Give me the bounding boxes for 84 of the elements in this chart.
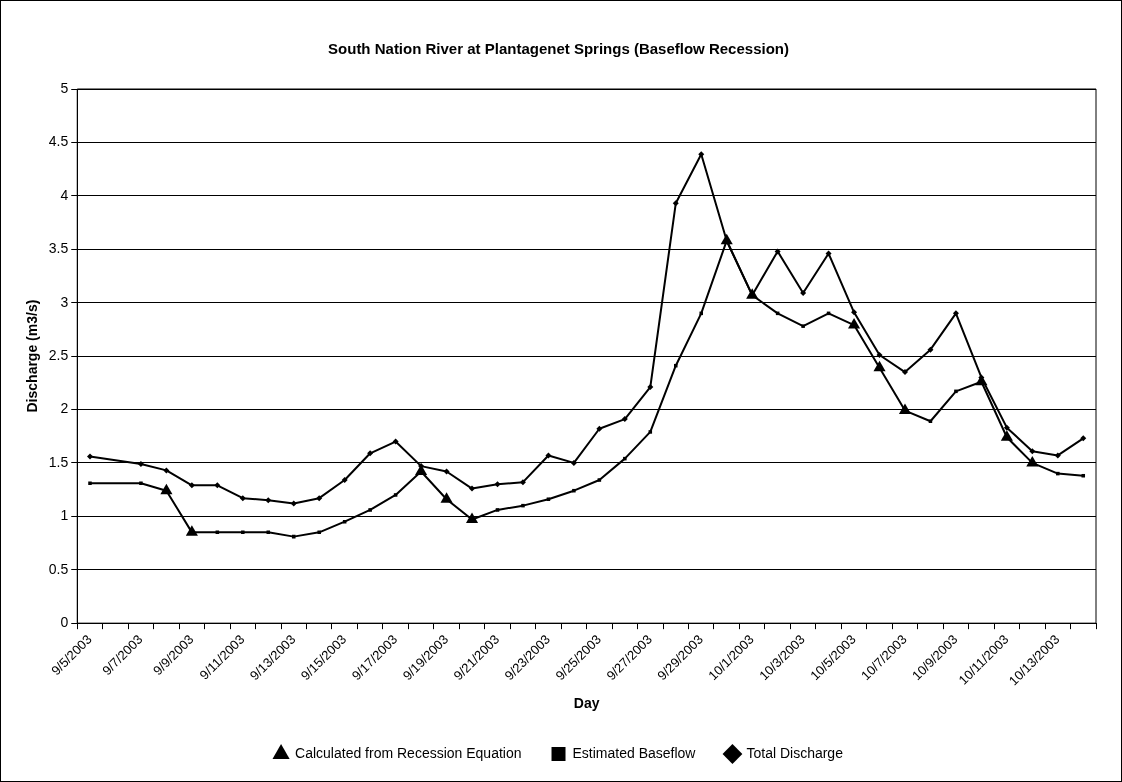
point: [975, 374, 988, 386]
point: [494, 481, 501, 488]
point: [699, 311, 704, 316]
point: [1003, 424, 1010, 431]
y-tick-label: 2.5: [48, 346, 69, 363]
point: [672, 200, 679, 207]
point: [621, 416, 628, 423]
y-tick-label: 2: [60, 400, 69, 417]
point: [290, 500, 297, 507]
point: [214, 482, 221, 489]
point: [1054, 452, 1061, 459]
point: [928, 419, 933, 424]
chart-title: South Nation River at Plantagenet Springs (Baseflow Recession): [328, 40, 789, 58]
point: [876, 352, 883, 359]
point: [291, 534, 296, 539]
y-tick-label: 4: [60, 186, 69, 203]
point: [239, 495, 246, 502]
point: [1026, 455, 1039, 467]
y-axis-title: Discharge (m3/s): [24, 299, 41, 413]
point: [572, 488, 576, 493]
point: [341, 477, 348, 484]
point: [265, 497, 272, 504]
y-tick-label: 5: [60, 79, 69, 96]
point: [88, 481, 92, 485]
point: [847, 318, 861, 329]
legend-label: Calculated from Recession Equation: [295, 744, 522, 761]
point: [367, 450, 374, 457]
point: [87, 453, 93, 460]
point: [317, 530, 321, 535]
point: [316, 495, 323, 502]
x-axis-title: Day: [573, 695, 600, 712]
point: [720, 233, 733, 245]
point: [469, 485, 476, 492]
point: [674, 363, 678, 368]
point: [163, 467, 170, 474]
point: [443, 468, 450, 475]
point: [521, 503, 525, 508]
point: [800, 290, 807, 297]
point: [927, 346, 934, 353]
point: [648, 430, 653, 434]
point: [393, 493, 398, 497]
point: [898, 403, 912, 415]
point: [1000, 430, 1013, 441]
point: [596, 425, 603, 432]
point: [188, 482, 195, 489]
point: [495, 508, 500, 512]
y-tick-label: 1.5: [48, 453, 69, 470]
point: [901, 369, 908, 376]
point: [241, 530, 245, 535]
y-tick-label: 1: [60, 507, 69, 524]
point: [1081, 473, 1086, 478]
y-tick-label: 3.5: [48, 240, 69, 257]
point: [825, 250, 832, 257]
point: [1056, 471, 1060, 476]
legend-label: Total Discharge: [746, 744, 844, 761]
point: [952, 310, 959, 317]
y-tick-label: 4.5: [48, 133, 69, 150]
point: [368, 508, 372, 512]
legend-label: Estimated Baseflow: [572, 744, 697, 761]
point: [597, 478, 602, 482]
y-tick-label: 0.5: [48, 560, 69, 577]
point: [185, 525, 198, 536]
point: [873, 360, 886, 372]
point: [440, 492, 453, 503]
point: [1080, 435, 1087, 442]
point: [647, 384, 654, 391]
point: [139, 481, 143, 485]
point: [774, 248, 781, 255]
point: [954, 389, 958, 394]
point: [392, 438, 399, 445]
y-tick-label: 3: [60, 293, 69, 310]
point: [546, 497, 551, 501]
point: [623, 456, 627, 461]
point: [801, 324, 805, 328]
point: [851, 309, 858, 316]
point: [465, 512, 479, 524]
point: [137, 460, 144, 467]
point: [519, 479, 526, 486]
point: [1029, 448, 1036, 455]
y-tick-label: 0: [60, 614, 69, 631]
point: [545, 452, 552, 459]
point: [746, 288, 759, 299]
point: [160, 483, 173, 495]
point: [570, 459, 577, 466]
